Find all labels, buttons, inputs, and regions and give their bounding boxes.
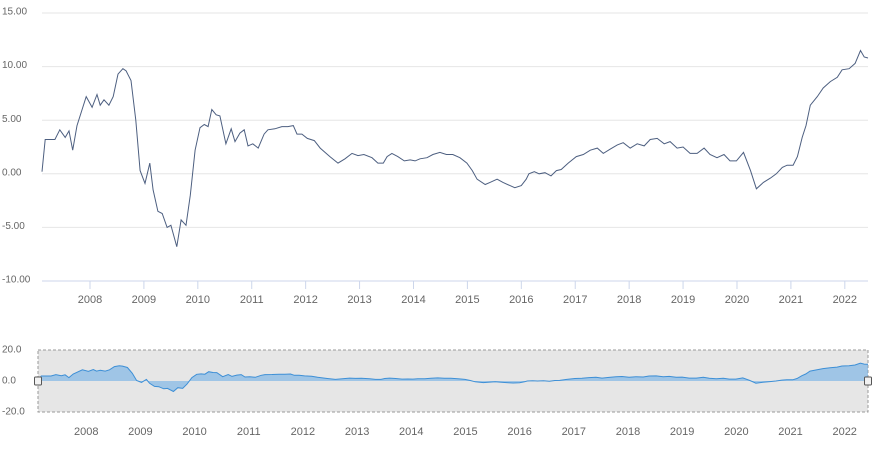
y-tick-label: -10.00 bbox=[2, 275, 31, 286]
navigator-y-tick-label: 0.0 bbox=[2, 376, 16, 387]
y-tick-label: -5.00 bbox=[2, 221, 25, 232]
navigator-x-tick-label: 2012 bbox=[291, 426, 315, 438]
navigator-x-tick-label: 2014 bbox=[399, 426, 423, 438]
navigator-x-tick-label: 2017 bbox=[562, 426, 586, 438]
x-tick-label: 2021 bbox=[779, 294, 803, 306]
x-tick-label: 2009 bbox=[132, 294, 156, 306]
y-tick-label: 5.00 bbox=[2, 114, 22, 125]
navigator-x-tick-label: 2020 bbox=[724, 426, 748, 438]
y-tick-label: 10.00 bbox=[2, 60, 27, 71]
navigator-handle[interactable] bbox=[34, 376, 42, 386]
x-tick-label: 2013 bbox=[347, 294, 371, 306]
navigator-x-tick-label: 2009 bbox=[128, 426, 152, 438]
x-tick-label: 2017 bbox=[563, 294, 587, 306]
navigator-x-tick-label: 2018 bbox=[616, 426, 640, 438]
x-tick-label: 2011 bbox=[240, 294, 264, 306]
x-tick-label: 2008 bbox=[78, 294, 102, 306]
x-tick-label: 2016 bbox=[509, 294, 533, 306]
navigator-y-tick-label: 20.0 bbox=[2, 345, 22, 356]
y-tick-label: 0.00 bbox=[2, 167, 22, 178]
x-tick-label: 2018 bbox=[617, 294, 641, 306]
x-tick-label: 2022 bbox=[833, 294, 857, 306]
navigator-y-tick-label: -20.0 bbox=[2, 407, 25, 418]
x-tick-label: 2020 bbox=[725, 294, 749, 306]
navigator-line bbox=[37, 362, 869, 393]
navigator-x-tick-label: 2019 bbox=[670, 426, 694, 438]
x-tick-label: 2012 bbox=[293, 294, 317, 306]
data-line bbox=[41, 49, 869, 247]
navigator-x-tick-label: 2022 bbox=[832, 426, 856, 438]
x-tick-label: 2015 bbox=[455, 294, 479, 306]
navigator-x-tick-label: 2008 bbox=[74, 426, 98, 438]
navigator-x-tick-label: 2013 bbox=[345, 426, 369, 438]
navigator-x-tick-label: 2010 bbox=[182, 426, 206, 438]
navigator-x-tick-label: 2011 bbox=[237, 426, 261, 438]
navigator-x-tick-label: 2021 bbox=[778, 426, 802, 438]
x-tick-label: 2014 bbox=[401, 294, 425, 306]
y-tick-label: 15.00 bbox=[2, 7, 27, 18]
x-tick-label: 2010 bbox=[186, 294, 210, 306]
navigator-x-tick-label: 2015 bbox=[453, 426, 477, 438]
x-tick-label: 2019 bbox=[671, 294, 695, 306]
navigator-handle[interactable] bbox=[864, 376, 872, 386]
navigator-x-tick-label: 2016 bbox=[507, 426, 531, 438]
